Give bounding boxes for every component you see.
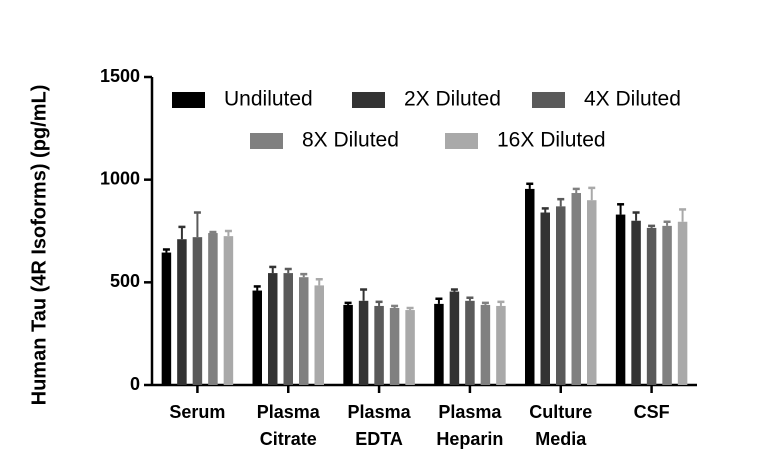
- x-tick-label: Culture Media: [529, 402, 592, 449]
- legend-swatch: [172, 92, 205, 108]
- bar: [299, 277, 309, 385]
- error-bar: [466, 296, 474, 301]
- bar: [223, 236, 234, 385]
- bar: [268, 273, 278, 385]
- error-bar: [253, 285, 261, 291]
- legend-swatch: [250, 133, 283, 149]
- bar: [358, 300, 369, 385]
- x-tick-line: EDTA: [355, 429, 403, 449]
- error-bar: [406, 306, 414, 311]
- bar: [405, 310, 415, 385]
- error-bar: [269, 265, 277, 274]
- bar: [677, 221, 688, 385]
- bar: [646, 227, 657, 385]
- error-bar: [193, 211, 201, 238]
- bar: [540, 212, 550, 385]
- bar: [374, 305, 384, 385]
- x-tick-line: Culture: [529, 402, 592, 422]
- x-tick-label: CSF: [634, 402, 670, 422]
- bar: [496, 305, 506, 385]
- error-bar: [300, 272, 308, 278]
- bar: [662, 225, 672, 385]
- legend-swatch: [532, 92, 565, 108]
- error-bar: [648, 224, 656, 228]
- legend-label: 4X Diluted: [584, 88, 681, 111]
- error-bar: [209, 230, 217, 234]
- bar: [208, 233, 218, 385]
- x-tick-line: Media: [535, 429, 587, 449]
- error-bar: [557, 197, 565, 207]
- x-tick-label: Plasma EDTA: [348, 402, 412, 449]
- x-tick-line: CSF: [634, 402, 670, 422]
- legend-swatch: [352, 92, 385, 108]
- error-bar: [679, 208, 687, 222]
- bar: [587, 200, 597, 385]
- legend-swatch: [445, 133, 478, 149]
- bar: [615, 214, 626, 385]
- bar: [314, 285, 324, 385]
- error-bar: [162, 248, 170, 253]
- x-tick-label: Plasma Citrate: [257, 402, 321, 449]
- x-tick-label: Plasma Heparin: [436, 402, 503, 449]
- error-bar: [178, 225, 186, 240]
- legend-label: 8X Diluted: [302, 129, 399, 152]
- bar: [434, 303, 444, 385]
- bar: [525, 188, 535, 385]
- x-tick-line: Serum: [169, 402, 225, 422]
- error-bar: [497, 300, 505, 306]
- x-tick-line: Plasma: [348, 402, 412, 422]
- bar: [252, 290, 262, 385]
- error-bar: [315, 278, 323, 286]
- bar: [449, 291, 460, 385]
- bar: [465, 300, 475, 385]
- error-bar: [572, 187, 580, 194]
- bar: [389, 308, 400, 385]
- legend-label: 2X Diluted: [404, 88, 501, 111]
- y-tick-label: 500: [110, 271, 140, 291]
- y-tick-label: 1500: [100, 66, 140, 86]
- y-tick-label: 0: [130, 374, 140, 394]
- error-bar: [375, 300, 383, 306]
- bar: [161, 252, 172, 385]
- error-bar: [541, 207, 549, 213]
- error-bar: [344, 301, 352, 305]
- x-tick-line: Heparin: [436, 429, 503, 449]
- bar: [556, 206, 566, 385]
- error-bar: [481, 301, 489, 305]
- legend-label: Undiluted: [224, 88, 313, 111]
- error-bar: [450, 288, 458, 292]
- error-bar: [360, 288, 368, 301]
- bar: [343, 304, 353, 385]
- error-bar: [391, 304, 399, 308]
- bar: [283, 273, 293, 385]
- error-bar: [617, 203, 625, 215]
- x-tick-line: Plasma: [438, 402, 502, 422]
- error-bar: [435, 297, 443, 304]
- error-bar: [526, 182, 534, 189]
- error-bar: [663, 220, 671, 226]
- bar: [631, 220, 641, 385]
- error-bar: [284, 267, 292, 274]
- legend-label: 16X Diluted: [497, 129, 606, 152]
- error-bar: [588, 186, 596, 201]
- bar: [571, 193, 581, 385]
- error-bar: [224, 229, 232, 237]
- bar: [480, 304, 491, 385]
- error-bar: [632, 211, 640, 221]
- x-tick-label: Serum: [169, 402, 225, 422]
- y-axis-label: Human Tau (4R Isoforms) (pg/mL): [28, 85, 50, 406]
- y-tick-label: 1000: [100, 168, 140, 188]
- bar: [177, 239, 187, 385]
- bar: [192, 237, 203, 385]
- x-tick-line: Citrate: [260, 429, 317, 449]
- x-tick-line: Plasma: [257, 402, 321, 422]
